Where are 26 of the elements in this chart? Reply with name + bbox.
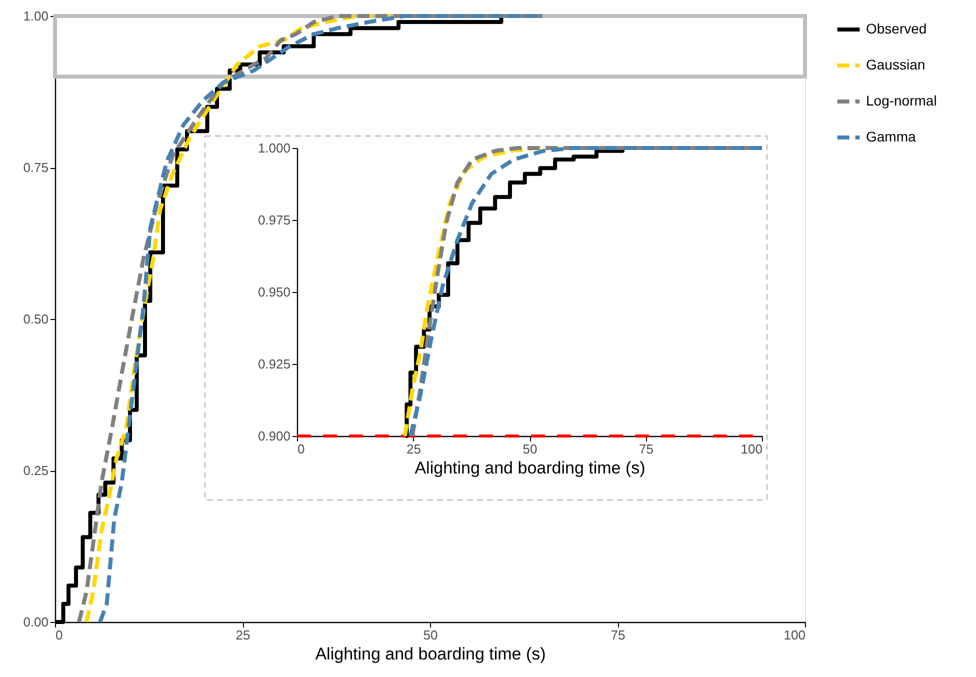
y-tick-label: 0.00 <box>23 614 48 630</box>
y-tick-label: 1.000 <box>258 140 290 156</box>
x-tick-label: 75 <box>639 442 654 456</box>
y-tick-label: 0.25 <box>23 463 48 478</box>
y-tick-label: 0.950 <box>258 284 290 300</box>
legend-label: Gamma <box>866 128 916 144</box>
y-tick-label: 0.975 <box>258 212 290 228</box>
legend-label: Log-normal <box>866 92 937 108</box>
x-tick-label: 50 <box>423 628 438 642</box>
legend-label: Observed <box>866 20 927 36</box>
x-axis-title: Alighting and boarding time (s) <box>414 458 646 478</box>
x-tick-label: 0 <box>298 442 305 456</box>
x-tick-label: 0 <box>56 628 63 642</box>
y-tick-label: 0.900 <box>258 428 290 444</box>
y-tick-label: 0.75 <box>23 160 48 175</box>
x-tick-label: 50 <box>522 442 538 456</box>
x-axis-title: Alighting and boarding time (s) <box>315 644 546 664</box>
legend-label: Gaussian <box>866 56 926 72</box>
y-tick-label: 0.50 <box>23 312 48 326</box>
x-tick-label: 100 <box>740 442 762 456</box>
x-tick-label: 100 <box>784 628 806 642</box>
x-tick-label: 25 <box>406 442 421 456</box>
y-tick-label: 0.925 <box>258 356 290 372</box>
y-tick-label: 1.00 <box>23 8 48 24</box>
x-tick-label: 25 <box>236 628 250 642</box>
x-tick-label: 75 <box>610 628 626 642</box>
